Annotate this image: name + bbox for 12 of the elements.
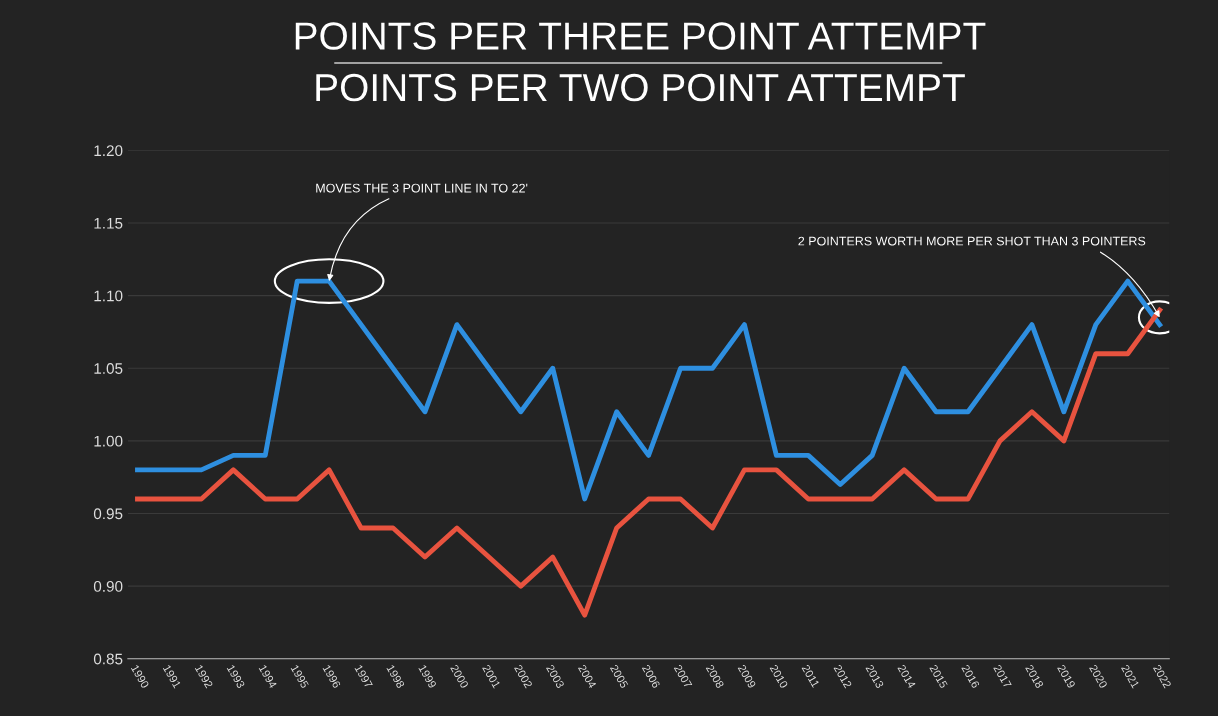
y-tick-label: 1.20 xyxy=(94,145,123,157)
y-tick-label: 0.95 xyxy=(93,508,123,520)
y-tick-label: 1.15 xyxy=(94,218,123,229)
annotation: MOVES THE 3 POINT LINE IN TO 22' xyxy=(316,183,528,193)
y-tick-label: 0.90 xyxy=(93,580,123,592)
annotation: 2 POINTERS WORTH MORE PER SHOT THAN 3 POINTERS xyxy=(798,236,1146,246)
y-tick-label: 0.85 xyxy=(93,653,123,665)
chart-subtitle: POINTS PER TWO POINT ATTEMPT xyxy=(316,73,965,102)
y-tick-label: 1.00 xyxy=(94,435,123,447)
chart-title: POINTS PER THREE POINT ATTEMPT xyxy=(295,22,986,50)
y-tick-label: 1.10 xyxy=(94,290,123,302)
y-tick-label: 1.05 xyxy=(94,363,123,374)
